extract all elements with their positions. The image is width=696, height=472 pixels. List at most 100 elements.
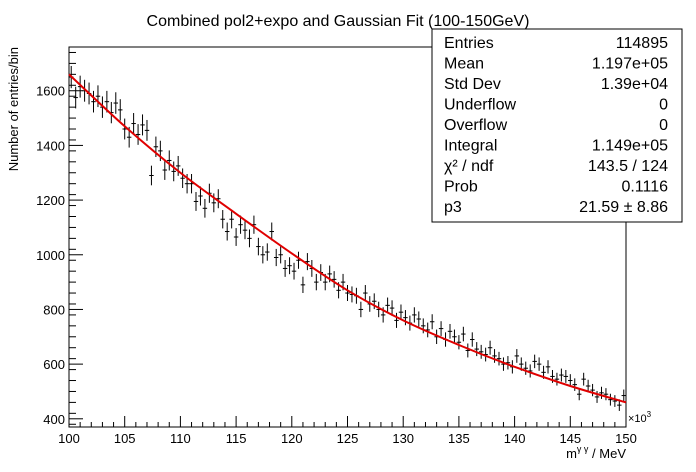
data-point — [287, 257, 292, 275]
y-tick-label: 600 — [43, 357, 65, 372]
data-point — [149, 165, 154, 186]
data-point — [363, 285, 368, 302]
stats-box-frame — [431, 28, 683, 223]
stats-row: χ² / ndf 143.5 / 124 — [444, 158, 668, 175]
x-axis-label-superscript: γ γ — [577, 444, 589, 454]
stats-row: Integral 1.149e+05 — [444, 138, 668, 155]
fit-curve — [68, 73, 627, 404]
stats-box: Entries 114895 Mean 1.197e+05 Std Dev 1.39e+0… — [431, 28, 683, 223]
x-tick-label: 115 — [226, 431, 247, 446]
stats-row: Std Dev 1.39e+04 — [444, 76, 668, 93]
y-tick-label: 1000 — [36, 248, 65, 263]
x-axis-label-unit: / MeV — [588, 446, 626, 461]
stats-rows: Entries 114895 Mean 1.197e+05 Std Dev 1.39e+0… — [444, 35, 668, 216]
y-tick-label: 400 — [43, 412, 65, 427]
data-point — [478, 344, 484, 359]
data-point — [554, 372, 560, 386]
x-tick-label: 145 — [559, 431, 581, 446]
data-point — [470, 332, 475, 347]
data-point — [394, 312, 399, 328]
data-point — [171, 161, 176, 182]
x-tick-label: 140 — [504, 431, 526, 446]
data-point — [608, 393, 613, 406]
stats-label: Underflow — [444, 97, 516, 114]
data-point — [224, 222, 230, 241]
data-point — [576, 388, 582, 401]
data-point — [273, 248, 279, 267]
stats-value: 1.39e+04 — [601, 76, 668, 93]
y-tick-label: 1200 — [36, 193, 65, 208]
data-point — [585, 379, 591, 393]
data-point — [465, 343, 471, 358]
stats-value: 0.1116 — [621, 179, 668, 196]
data-point — [91, 90, 96, 113]
data-point — [523, 361, 528, 375]
data-point — [385, 297, 390, 314]
x-tick-label: 105 — [114, 431, 136, 446]
data-point — [220, 210, 225, 229]
data-point — [345, 285, 350, 302]
data-point — [269, 222, 274, 241]
data-point — [389, 300, 395, 316]
x-tick-label: 150 — [615, 431, 637, 446]
stats-row: Overflow 0 — [444, 117, 668, 134]
data-point — [532, 354, 537, 369]
data-point — [331, 271, 337, 288]
x-multiplier-exponent: 3 — [647, 410, 652, 419]
data-point — [429, 314, 435, 330]
stats-row: Mean 1.197e+05 — [444, 56, 668, 73]
x-axis-label-main: m — [566, 446, 577, 461]
stats-value: 1.197e+05 — [592, 56, 668, 73]
data-point — [581, 372, 586, 386]
x-axis-multiplier: ×103 — [628, 410, 652, 425]
data-point — [282, 260, 288, 277]
stats-label: Std Dev — [444, 76, 501, 93]
data-point — [452, 329, 457, 345]
data-point — [296, 251, 301, 269]
y-tick-label: 1600 — [36, 84, 65, 99]
data-point — [568, 374, 573, 387]
data-point — [95, 85, 101, 108]
data-point — [291, 262, 297, 280]
data-point — [572, 378, 577, 391]
data-point — [461, 326, 466, 342]
stats-value: 1.149e+05 — [592, 138, 668, 155]
axis-ticks: 100 105 110 115 120 125 130 135 140 145 150 400 600 8… — [36, 51, 637, 446]
stats-label: p3 — [444, 199, 462, 216]
data-point — [496, 351, 502, 366]
stats-label: Entries — [444, 35, 494, 52]
data-point — [233, 228, 239, 246]
data-point — [447, 323, 453, 339]
stats-value: 0 — [659, 97, 668, 114]
fit-line — [68, 73, 627, 404]
data-point — [305, 253, 310, 271]
data-point — [162, 160, 168, 180]
data-point — [403, 310, 408, 326]
data-point — [265, 243, 270, 261]
stats-label: Prob — [444, 179, 478, 196]
stats-value: 21.59 ± 8.86 — [579, 199, 668, 216]
y-tick-label: 800 — [43, 302, 65, 317]
data-point — [599, 386, 604, 399]
data-point — [175, 155, 181, 176]
data-point — [559, 368, 564, 382]
data-point — [412, 307, 417, 323]
data-point — [492, 349, 497, 363]
data-point — [358, 301, 364, 318]
data-point — [536, 357, 542, 371]
x-tick-label: 110 — [170, 431, 191, 446]
data-point — [73, 86, 78, 109]
data-point — [594, 390, 600, 403]
data-point — [242, 221, 248, 240]
stats-row: p3 21.59 ± 8.86 — [444, 199, 668, 216]
data-point — [612, 395, 618, 407]
data-point — [189, 173, 194, 194]
data-point — [118, 99, 123, 121]
data-point — [238, 215, 243, 234]
stats-value: 114895 — [616, 35, 668, 52]
stats-value: 143.5 / 124 — [588, 158, 668, 175]
x-axis-label: mγ γ / MeV — [566, 444, 626, 461]
stats-row: Prob 0.1116 — [444, 179, 668, 196]
data-point — [122, 118, 127, 140]
x-tick-label: 125 — [337, 431, 359, 446]
